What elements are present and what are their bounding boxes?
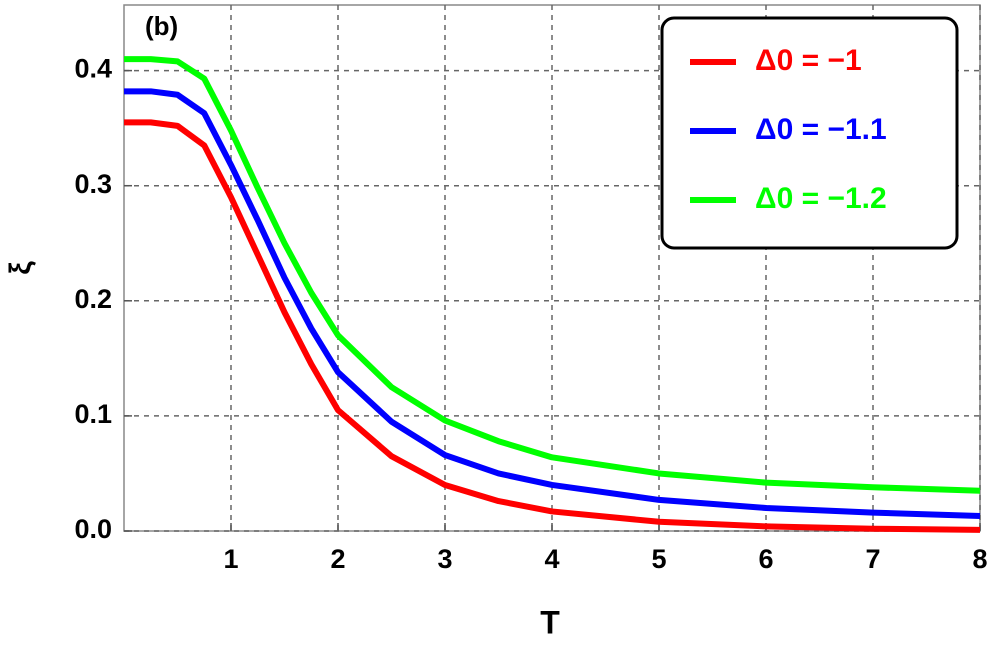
legend-label: Δ0 = −1.2: [755, 182, 887, 215]
x-tick-label: 2: [330, 544, 345, 574]
x-tick-label: 1: [223, 544, 238, 574]
series-line: [124, 56, 981, 494]
legend-box: [660, 16, 959, 250]
legend-label: Δ0 = −1.1: [755, 113, 887, 146]
y-tick-label: 0.2: [74, 284, 112, 314]
y-tick-label: 0.4: [74, 54, 112, 84]
series-line: [124, 88, 981, 520]
panel-label: (b): [145, 11, 178, 41]
series-line: [124, 119, 981, 533]
x-tick-label: 8: [972, 544, 987, 574]
legend-label: Δ0 = −1: [755, 44, 862, 77]
y-tick-label: 0.1: [74, 399, 112, 429]
y-tick-label: 0.3: [74, 169, 112, 199]
x-tick-label: 6: [758, 544, 773, 574]
y-axis-label: ξ: [4, 261, 37, 275]
x-tick-label: 4: [544, 544, 559, 574]
x-tick-label: 3: [437, 544, 452, 574]
x-axis-label: T: [540, 604, 560, 640]
y-tick-label: 0.0: [74, 514, 112, 544]
x-tick-label: 5: [651, 544, 666, 574]
x-tick-label: 7: [865, 544, 880, 574]
